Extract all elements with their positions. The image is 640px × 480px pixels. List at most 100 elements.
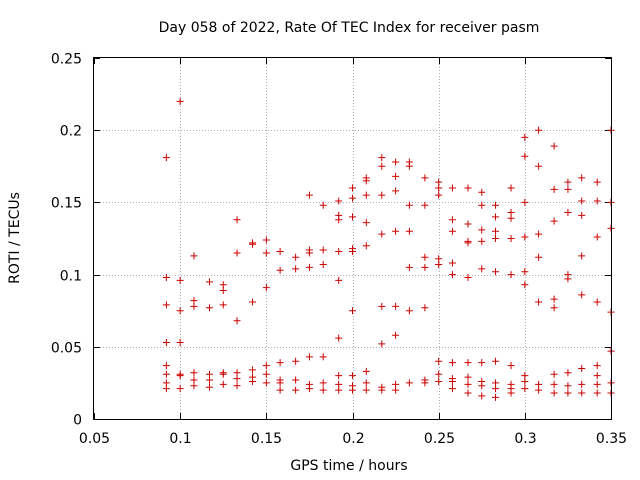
- data-point: [335, 276, 343, 284]
- data-point: [578, 364, 586, 372]
- data-point: [335, 216, 343, 224]
- data-point: [507, 235, 515, 242]
- data-point: [349, 307, 356, 315]
- data-point: [362, 367, 370, 375]
- data-point: [233, 216, 241, 224]
- data-point: [593, 380, 601, 388]
- data-point: [464, 389, 472, 397]
- data-point: [478, 382, 486, 390]
- data-point: [176, 97, 184, 105]
- data-point: [492, 385, 500, 393]
- data-point: [405, 263, 413, 271]
- data-point: [249, 366, 257, 374]
- data-point: [521, 377, 529, 385]
- data-point: [305, 249, 313, 257]
- data-point: [205, 278, 213, 286]
- data-point: [276, 359, 284, 367]
- data-point: [335, 247, 343, 255]
- data-point: [507, 271, 515, 279]
- data-point: [478, 392, 486, 400]
- data-point: [593, 233, 601, 241]
- data-point: [319, 353, 327, 361]
- data-point: [205, 304, 213, 312]
- data-point: [478, 359, 486, 367]
- data-point: [521, 281, 529, 289]
- data-point: [492, 357, 500, 365]
- grid-lines: [94, 58, 611, 419]
- chart-title: Day 058 of 2022, Rate Of TEC Index for r…: [159, 20, 540, 36]
- data-point: [550, 295, 558, 303]
- x-tick-label: 0.35: [596, 431, 627, 447]
- data-point: [378, 162, 386, 170]
- data-point: [448, 259, 456, 267]
- data-point: [292, 386, 300, 394]
- data-point: [162, 301, 170, 309]
- data-point: [507, 389, 515, 397]
- data-point: [421, 304, 429, 312]
- data-point: [335, 372, 343, 380]
- data-point: [507, 184, 515, 192]
- data-point: [564, 382, 572, 390]
- data-point: [349, 184, 356, 192]
- data-point: [564, 389, 572, 397]
- data-point: [378, 386, 386, 394]
- y-tick-label: 0.1: [60, 269, 82, 285]
- data-point: [492, 227, 500, 235]
- y-tick-label: 0.15: [51, 196, 82, 212]
- data-point: [349, 372, 356, 380]
- data-point: [448, 385, 456, 393]
- data-point: [262, 236, 270, 244]
- data-point: [378, 302, 386, 310]
- data-point: [349, 194, 356, 202]
- data-point: [362, 242, 370, 250]
- data-point: [564, 209, 572, 217]
- data-point: [176, 307, 184, 315]
- data-point: [535, 386, 543, 394]
- data-point: [521, 198, 529, 206]
- data-point: [478, 226, 486, 234]
- data-point: [578, 291, 586, 299]
- data-point: [319, 260, 327, 268]
- x-tick-label: 0.25: [424, 431, 455, 447]
- data-point: [335, 197, 343, 205]
- data-point: [435, 377, 443, 385]
- data-point: [521, 385, 529, 393]
- data-point: [190, 382, 198, 390]
- data-point: [448, 271, 456, 279]
- data-point: [478, 188, 486, 196]
- data-point: [550, 380, 558, 388]
- data-point: [378, 340, 386, 348]
- x-tick-label: 0.2: [342, 431, 364, 447]
- data-point: [349, 247, 356, 255]
- data-point: [492, 235, 500, 242]
- data-point: [392, 227, 400, 235]
- data-point: [219, 286, 227, 294]
- data-point: [233, 375, 241, 383]
- data-point: [421, 263, 429, 271]
- data-point: [421, 379, 429, 387]
- data-point: [578, 197, 586, 205]
- data-point: [535, 298, 543, 306]
- data-point: [521, 133, 529, 141]
- data-point: [362, 219, 370, 227]
- data-point: [478, 265, 486, 273]
- data-point: [305, 353, 313, 361]
- data-point: [578, 174, 586, 182]
- x-axis-ticks: 0.05 0.1 0.15 0.2 0.25 0.3 0.35: [79, 58, 627, 447]
- data-point: [162, 370, 170, 378]
- data-point: [233, 249, 241, 257]
- data-point: [378, 230, 386, 238]
- data-point: [378, 154, 386, 162]
- data-point: [362, 386, 370, 394]
- data-point: [448, 377, 456, 385]
- data-point: [464, 359, 472, 367]
- data-point: [335, 386, 343, 394]
- data-point: [521, 233, 529, 241]
- data-point: [162, 338, 170, 346]
- data-point: [535, 162, 543, 170]
- data-point: [435, 184, 443, 192]
- y-tick-label: 0.05: [51, 341, 82, 357]
- data-point: [492, 213, 500, 221]
